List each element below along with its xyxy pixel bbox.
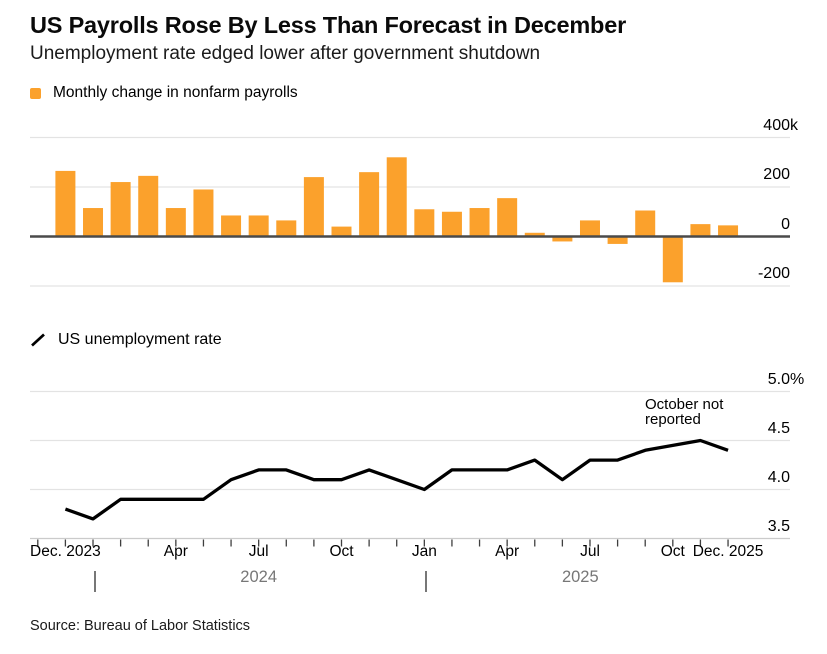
payrolls-bar	[607, 236, 628, 244]
line-series-icon	[31, 333, 45, 347]
payrolls-bar	[386, 157, 407, 237]
chart-subtitle: Unemployment rate edged lower after gove…	[30, 43, 541, 64]
month-label: Jul	[580, 543, 600, 560]
line-y-label-num: 4.0	[767, 468, 790, 486]
payrolls-bar	[331, 226, 352, 237]
bar-legend: Monthly change in nonfarm payrolls	[30, 84, 298, 102]
bar-y-label: 0	[781, 215, 790, 233]
payrolls-bar	[359, 172, 380, 237]
bar-y-label: 400 k	[763, 116, 798, 134]
line-y-label-suffix: %	[790, 370, 805, 388]
bar-y-label-suffix: k	[790, 116, 798, 134]
month-label: Oct	[329, 543, 354, 560]
payrolls-bar	[248, 215, 269, 237]
october-annotation: October not reported	[645, 396, 724, 428]
page-title: US Payrolls Rose By Less Than Forecast i…	[30, 12, 627, 38]
month-label: Jul	[248, 543, 269, 560]
payrolls-bar	[165, 208, 186, 237]
year-label: 2025	[561, 568, 599, 586]
payrolls-bar	[303, 177, 324, 237]
month-label: Jan	[411, 543, 437, 560]
year-divider	[425, 571, 428, 592]
annotation-line-2: reported	[645, 410, 701, 428]
year-label: 2024	[240, 568, 278, 586]
bar-y-label-num: -200	[757, 265, 790, 282]
payrolls-bar	[469, 208, 490, 237]
source-credit: Source: Bureau of Labor Statistics	[30, 618, 251, 634]
bar-y-label-num: 400	[763, 116, 790, 134]
payrolls-bar	[497, 198, 518, 237]
payrolls-bar	[221, 215, 242, 237]
payrolls-bar	[441, 211, 462, 237]
payrolls-bar	[579, 220, 600, 237]
unemployment-line	[64, 438, 729, 521]
line-y-label: 3.5	[767, 517, 790, 535]
payrolls-bar	[110, 182, 131, 237]
line-y-label: 5.0%	[767, 370, 804, 388]
payrolls-bar	[414, 209, 435, 237]
payrolls-bar	[138, 175, 159, 237]
payrolls-bar	[635, 210, 656, 237]
bar-y-label-num: 200	[763, 166, 790, 183]
line-y-label-num: 3.5	[767, 517, 790, 535]
payrolls-bar	[662, 236, 683, 283]
bar-y-label-num: 0	[781, 215, 790, 233]
month-label: Oct	[660, 543, 685, 560]
bar-legend-swatch-icon	[30, 87, 41, 99]
line-legend: US unemployment rate	[30, 331, 222, 349]
payrolls-bar	[524, 232, 545, 237]
payrolls-bar	[552, 236, 573, 242]
payrolls-bar	[193, 189, 214, 237]
payrolls-bar	[690, 224, 711, 237]
bar-y-label: -200	[757, 265, 790, 282]
line-y-label-num: 5.0	[767, 370, 790, 388]
bar-legend-label: Monthly change in nonfarm payrolls	[53, 84, 298, 101]
payrolls-bar	[83, 208, 104, 237]
line-y-label: 4.0	[767, 468, 790, 486]
month-label: Apr	[495, 543, 520, 560]
annotation-line-1: October not	[645, 396, 724, 413]
payrolls-bar	[55, 170, 76, 237]
month-label: Dec. 2025	[692, 543, 764, 560]
payrolls-bar	[276, 220, 297, 237]
month-label: Dec. 2023	[30, 543, 101, 560]
line-legend-label: US unemployment rate	[58, 331, 222, 348]
month-label: Apr	[163, 543, 188, 560]
year-divider	[94, 571, 96, 592]
line-y-label: 4.5	[767, 419, 790, 437]
bar-y-label: 200	[763, 166, 790, 183]
payrolls-bar	[718, 225, 739, 237]
line-y-label-num: 4.5	[767, 419, 790, 437]
